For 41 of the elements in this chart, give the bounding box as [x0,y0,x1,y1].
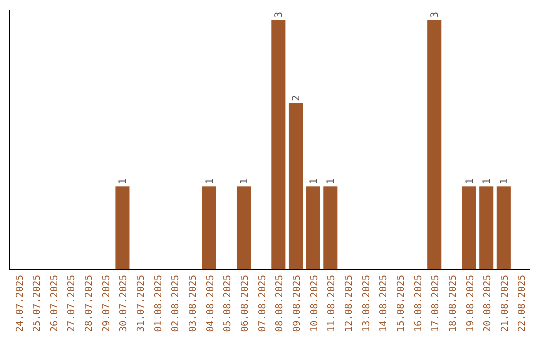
x-tick-label: 26.07.2025 [49,275,60,332]
x-tick-label: 29.07.2025 [101,275,112,332]
data-label: 1 [499,178,510,185]
data-label: 1 [118,178,130,185]
x-tick-label: 08.08.2025 [274,275,286,332]
x-tick-label: 01.08.2025 [153,275,164,332]
x-tick-label: 07.08.2025 [257,275,268,332]
x-tick-label: 14.08.2025 [378,275,390,332]
x-tick-label: 04.08.2025 [205,275,216,332]
x-tick-label: 27.07.2025 [66,275,78,332]
x-tick-label: 02.08.2025 [170,275,182,332]
x-tick-label: 15.08.2025 [396,275,407,332]
x-tick-label: 22.08.2025 [517,275,528,332]
data-label: 1 [308,178,320,185]
data-label: 3 [274,12,286,18]
x-tick-label: 16.08.2025 [413,275,424,332]
x-tick-label: 25.07.2025 [32,275,44,332]
x-tick-label: 17.08.2025 [430,275,442,332]
x-tick-label: 21.08.2025 [500,275,511,332]
x-tick-label: 24.07.2025 [14,275,26,332]
x-tick-label: 10.08.2025 [309,275,320,332]
data-label: 2 [291,95,302,102]
x-tick-label: 11.08.2025 [326,275,338,332]
x-tick-label: 31.07.2025 [136,275,148,332]
x-tick-label: 28.07.2025 [84,275,96,332]
x-tick-label: 20.08.2025 [482,275,494,332]
data-label: 1 [326,178,338,185]
x-tick-label: 09.08.2025 [292,275,303,332]
x-tick-label: 06.08.2025 [240,275,252,332]
x-tick-label: 19.08.2025 [465,275,476,332]
x-tick-label: 18.08.2025 [448,275,459,332]
x-tick-label: 13.08.2025 [361,275,372,332]
x-tick-label: 03.08.2025 [188,275,200,332]
data-label: 1 [464,178,476,185]
x-tick-label: 30.07.2025 [118,275,130,332]
data-label: 1 [204,178,216,185]
data-label: 3 [430,12,442,18]
x-tick-label: 12.08.2025 [344,275,355,332]
data-label: 1 [482,178,494,185]
x-tick-label: 05.08.2025 [222,275,234,332]
data-label: 1 [240,178,251,185]
